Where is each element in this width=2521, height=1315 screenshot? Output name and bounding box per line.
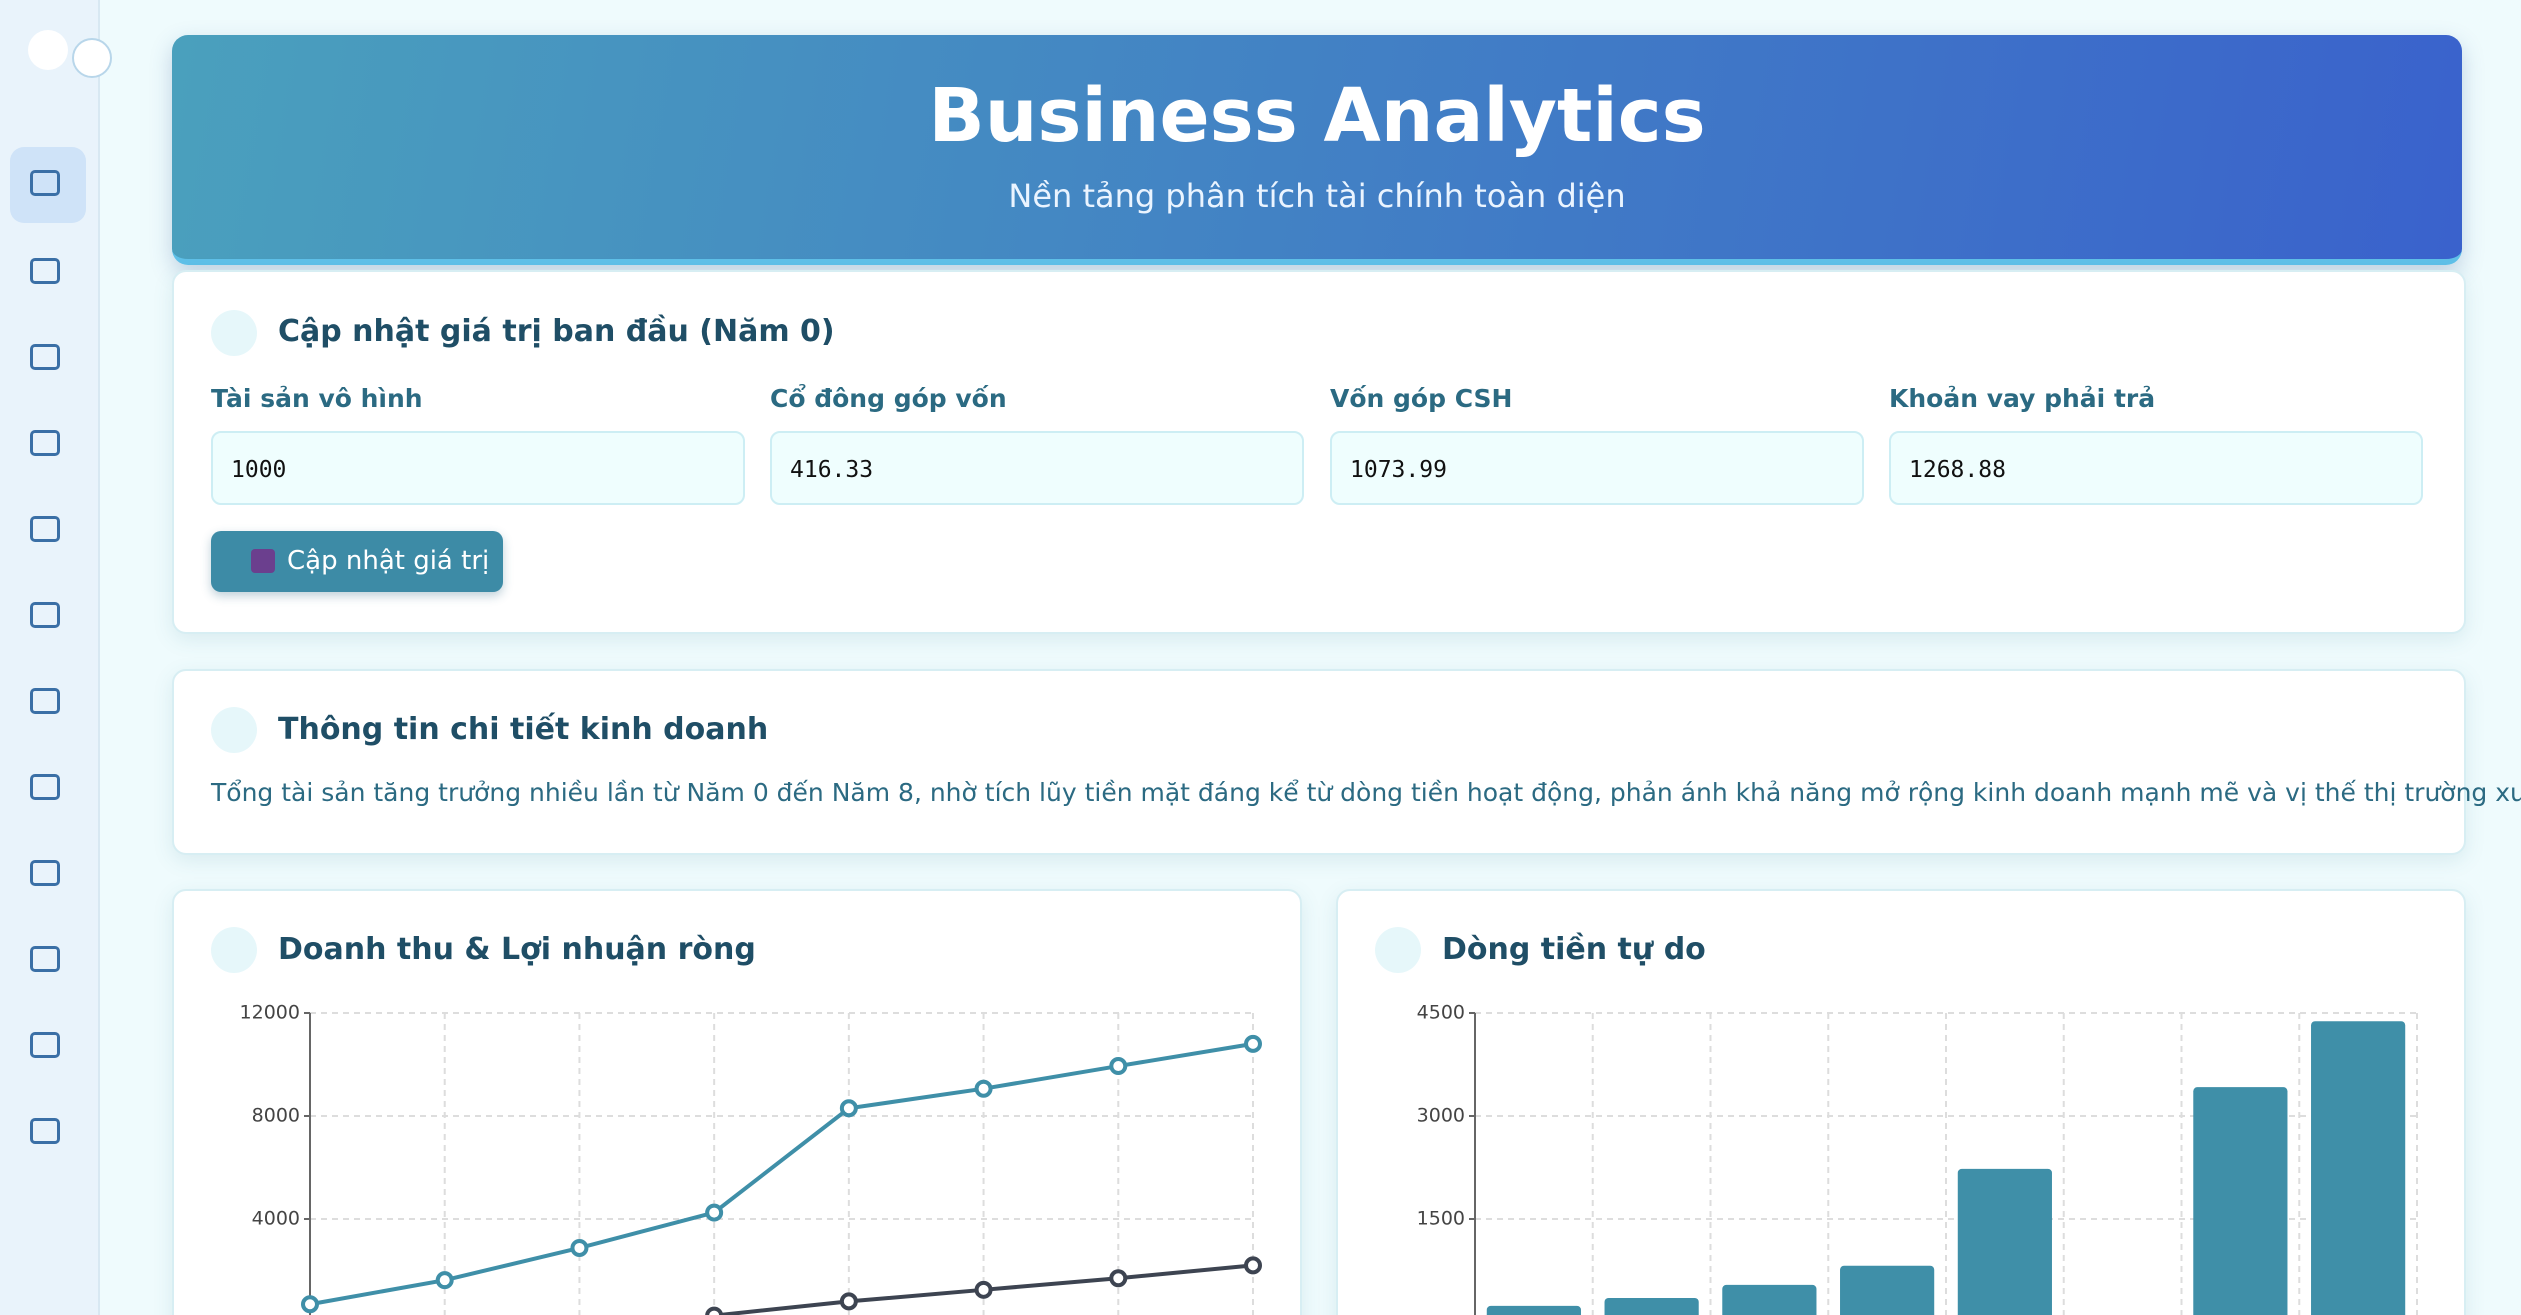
input[interactable]: 1000 — [211, 431, 745, 505]
card-title: Doanh thu & Lợi nhuận ròng — [278, 932, 756, 967]
insight-text: Tổng tài sản tăng trưởng nhiều lần từ Nă… — [211, 778, 2521, 807]
y-tick-label: 1500 — [1417, 1208, 1465, 1230]
active-nav[interactable] — [10, 147, 86, 223]
y-tick-label: 4500 — [1417, 1002, 1465, 1024]
update-button[interactable]: Cập nhật giá trị — [211, 531, 503, 592]
insight-card — [172, 669, 2466, 855]
nav-icon[interactable] — [30, 430, 60, 456]
bar — [1840, 1265, 1935, 1315]
nav-icon[interactable] — [30, 774, 60, 800]
point — [301, 1295, 319, 1314]
bar — [1486, 1305, 1581, 1315]
save-icon — [251, 549, 275, 573]
icon — [211, 707, 257, 753]
y-tick-label: 8000 — [252, 1105, 300, 1127]
line — [309, 1041, 1254, 1307]
expand-button[interactable] — [72, 38, 112, 78]
logo[interactable] — [28, 30, 68, 70]
input[interactable]: 416.33 — [770, 431, 1304, 505]
input[interactable]: 1073.99 — [1330, 431, 1864, 505]
point — [974, 1280, 993, 1299]
nav-icon[interactable] — [30, 602, 60, 628]
nav-icon[interactable] — [30, 258, 60, 284]
nav-icon[interactable] — [30, 170, 60, 196]
y-tick-label: 4000 — [252, 1208, 300, 1230]
nav-icon[interactable] — [30, 1032, 60, 1058]
nav-icon[interactable] — [30, 1118, 60, 1144]
subtitle: Nền tảng phân tích tài chính toàn diện — [1008, 177, 1626, 215]
nav-icon[interactable] — [30, 946, 60, 972]
line — [705, 1263, 1254, 1315]
point — [1244, 1256, 1262, 1275]
point — [1109, 1269, 1128, 1288]
nav-icon[interactable] — [30, 344, 60, 370]
card-title: Thông tin chi tiết kinh doanh — [278, 712, 769, 747]
point — [705, 1203, 724, 1222]
point — [705, 1306, 724, 1315]
card-title: Cập nhật giá trị ban đầu (Năm 0) — [278, 314, 835, 349]
nav-icon[interactable] — [30, 860, 60, 886]
card-title: Dòng tiền tự do — [1442, 932, 1706, 967]
icon — [211, 310, 257, 356]
bar — [1722, 1284, 1817, 1315]
field-label: Vốn góp CSH — [1330, 384, 1513, 413]
y-tick-label: 12000 — [240, 1002, 300, 1024]
chart-card — [172, 889, 1302, 1315]
point — [1109, 1057, 1128, 1076]
button-label: Cập nhật giá trị — [287, 546, 490, 576]
bar — [1957, 1168, 2052, 1315]
icon — [211, 927, 257, 973]
point — [1244, 1034, 1262, 1053]
point — [435, 1271, 454, 1290]
bar — [1604, 1297, 1699, 1315]
nav-icon[interactable] — [30, 688, 60, 714]
bar — [2311, 1021, 2406, 1315]
point — [839, 1292, 858, 1311]
field-label: Cổ đông góp vốn — [770, 384, 1007, 413]
icon — [1375, 927, 1421, 973]
field-label: Khoản vay phải trả — [1889, 384, 2156, 413]
input[interactable]: 1268.88 — [1889, 431, 2423, 505]
point — [839, 1099, 858, 1118]
header: Business Analytics Nền tảng phân tích tà… — [172, 35, 2462, 265]
point — [570, 1238, 589, 1257]
point — [974, 1079, 993, 1098]
bar — [2193, 1087, 2288, 1315]
field-label: Tài sản vô hình — [211, 384, 423, 413]
title: Business Analytics — [928, 73, 1706, 159]
y-tick-label: 3000 — [1417, 1105, 1465, 1127]
nav-icon[interactable] — [30, 516, 60, 542]
